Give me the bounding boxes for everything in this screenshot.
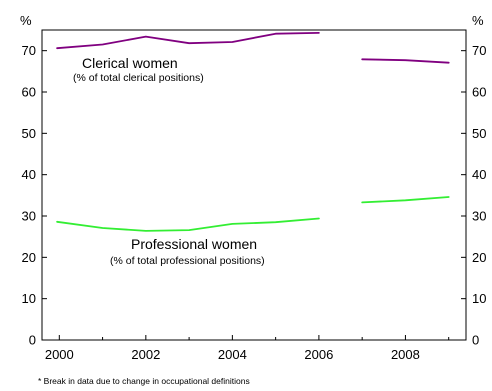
x-tick-label: 2004 — [218, 347, 247, 362]
y-tick-label-left: 40 — [22, 167, 36, 182]
clerical-women-line-segment-1 — [56, 32, 320, 50]
y-tick-label-left: 30 — [22, 209, 36, 224]
y-unit-right: % — [472, 13, 484, 28]
y-tick-label-right: 70 — [472, 43, 486, 58]
professional-women-line-segment-1 — [56, 217, 320, 232]
y-tick-label-left: 20 — [22, 250, 36, 265]
clerical-women-line-segment-2 — [361, 58, 450, 64]
y-tick-label-left: 70 — [22, 43, 36, 58]
y-tick-label-left: 10 — [22, 291, 36, 306]
x-tick-label: 2002 — [131, 347, 160, 362]
footnote: * Break in data due to change in occupat… — [38, 376, 250, 386]
axes: 0 0 10 10 20 20 30 30 40 40 50 50 60 60 70 70 2000 2002 20… — [22, 43, 487, 362]
y-tick-label-right: 0 — [472, 333, 479, 348]
y-tick-label-right: 10 — [472, 291, 486, 306]
series-layer — [56, 32, 450, 232]
y-unit-left: % — [20, 13, 32, 28]
plot-frame — [41, 29, 467, 341]
y-tick-label-left: 0 — [29, 333, 36, 348]
y-tick-label-right: 50 — [472, 126, 486, 141]
y-tick-label-left: 50 — [22, 126, 36, 141]
x-tick-label: 2000 — [45, 347, 74, 362]
y-tick-label-right: 40 — [472, 167, 486, 182]
y-tick-label-right: 30 — [472, 209, 486, 224]
clerical-sublabel: (% of total clerical positions) — [73, 72, 204, 84]
professional-women-line-segment-2 — [361, 196, 450, 204]
clerical-label: Clerical women — [82, 55, 178, 71]
y-tick-label-left: 60 — [22, 85, 36, 100]
professional-label: Professional women — [131, 236, 257, 252]
x-tick-label: 2006 — [304, 347, 333, 362]
professional-sublabel: (% of total professional positions) — [110, 255, 265, 267]
y-tick-label-right: 60 — [472, 85, 486, 100]
y-tick-label-right: 20 — [472, 250, 486, 265]
x-tick-label: 2008 — [391, 347, 420, 362]
